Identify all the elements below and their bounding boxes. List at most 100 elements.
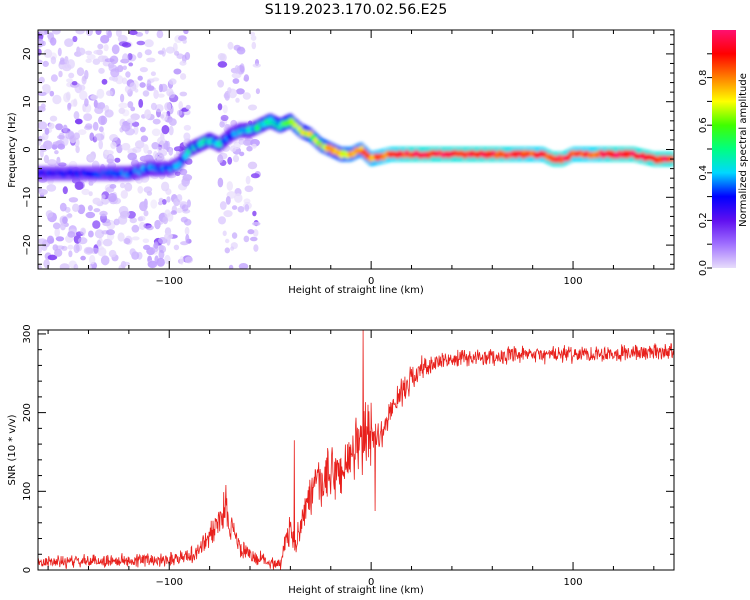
noise-blob xyxy=(54,227,60,238)
noise-blob xyxy=(224,247,230,254)
noise-blob xyxy=(243,198,251,204)
noise-blob xyxy=(38,48,42,56)
noise-blob xyxy=(75,145,80,154)
noise-blob xyxy=(228,88,238,99)
noise-blob xyxy=(181,204,189,212)
noise-blob xyxy=(67,102,72,109)
noise-blob xyxy=(138,98,144,108)
noise-blob xyxy=(107,62,115,69)
noise-blob xyxy=(78,84,86,91)
noise-blob xyxy=(123,238,131,245)
noise-blob xyxy=(223,210,233,218)
noise-blob xyxy=(168,118,177,126)
noise-blob xyxy=(150,199,158,209)
spectrogram-y-axis-label: Frequency (Hz) xyxy=(7,112,18,188)
noise-blob xyxy=(184,256,194,264)
noise-blob xyxy=(252,221,261,226)
noise-blob xyxy=(180,241,189,246)
noise-blob xyxy=(64,64,70,69)
noise-blob xyxy=(68,72,75,79)
noise-blob xyxy=(139,201,148,212)
noise-blob xyxy=(77,204,86,215)
noise-blob xyxy=(94,133,105,141)
tick-label: 20 xyxy=(22,48,33,61)
tick-label: 100 xyxy=(564,276,583,287)
noise-blob xyxy=(45,210,54,218)
noise-blob xyxy=(122,65,128,71)
noise-blob xyxy=(159,140,164,146)
noise-blob xyxy=(183,132,191,141)
noise-blob xyxy=(126,118,136,124)
noise-blob xyxy=(136,251,143,260)
noise-blob xyxy=(139,67,148,73)
noise-blob xyxy=(38,76,45,84)
noise-blob xyxy=(38,59,43,64)
noise-blob xyxy=(43,48,53,58)
noise-blob xyxy=(85,50,93,55)
noise-blob xyxy=(178,101,183,110)
noise-blob xyxy=(247,161,258,170)
noise-blob xyxy=(158,249,165,259)
noise-blob xyxy=(132,146,142,153)
noise-blob xyxy=(118,107,126,114)
noise-blob xyxy=(118,264,126,269)
snr-background xyxy=(38,330,674,570)
noise-blob xyxy=(80,227,87,235)
noise-blob xyxy=(68,250,73,258)
noise-blob xyxy=(239,63,245,73)
noise-blob xyxy=(101,194,106,199)
spectrogram-x-ticks: −100 0 100 xyxy=(47,30,655,287)
tick-label: 10 xyxy=(22,95,33,108)
noise-blob xyxy=(78,237,88,245)
noise-blob xyxy=(77,47,86,56)
noise-blob xyxy=(50,56,57,65)
noise-blob xyxy=(225,196,231,205)
colorbar-ticks: 0.0 0.2 0.4 0.6 0.8 xyxy=(698,53,712,276)
noise-blob xyxy=(42,84,51,92)
noise-blob xyxy=(173,198,181,207)
noise-blob xyxy=(62,124,68,133)
noise-blob xyxy=(100,130,105,141)
noise-blob xyxy=(175,151,181,155)
noise-blob xyxy=(79,90,88,101)
noise-blob xyxy=(99,210,108,217)
noise-blob xyxy=(166,88,174,97)
tick-label: 100 xyxy=(22,482,33,501)
noise-blob xyxy=(129,217,137,224)
noise-blob xyxy=(252,229,259,237)
noise-blob xyxy=(46,184,57,192)
noise-blob xyxy=(231,232,238,239)
noise-blob xyxy=(98,139,103,150)
noise-blob xyxy=(65,131,75,140)
noise-blob xyxy=(182,30,189,34)
noise-blob xyxy=(122,53,129,64)
noise-blob xyxy=(85,123,93,129)
noise-blob xyxy=(87,153,95,162)
noise-blob xyxy=(176,194,183,203)
noise-blob xyxy=(104,58,115,63)
noise-blob xyxy=(104,109,114,118)
noise-blob xyxy=(60,222,66,231)
noise-blob xyxy=(227,41,234,50)
noise-blob xyxy=(95,30,102,35)
noise-blob xyxy=(155,104,164,113)
noise-blob xyxy=(234,65,240,74)
noise-blob xyxy=(85,58,92,63)
noise-blob xyxy=(50,74,58,82)
noise-blob xyxy=(161,199,167,205)
noise-blob xyxy=(120,190,128,199)
noise-blob xyxy=(145,225,154,231)
noise-blob xyxy=(177,109,183,116)
noise-blob xyxy=(250,236,258,242)
noise-blob xyxy=(250,35,257,41)
noise-blob xyxy=(244,204,250,212)
noise-blob xyxy=(54,150,59,155)
noise-blob xyxy=(151,142,160,150)
noise-blob xyxy=(74,181,84,190)
tick-label: 100 xyxy=(564,577,583,588)
tick-label: 300 xyxy=(22,324,33,343)
noise-blob xyxy=(251,41,257,50)
noise-blob xyxy=(147,260,158,269)
noise-blob xyxy=(173,68,182,75)
noise-blob xyxy=(234,193,243,203)
